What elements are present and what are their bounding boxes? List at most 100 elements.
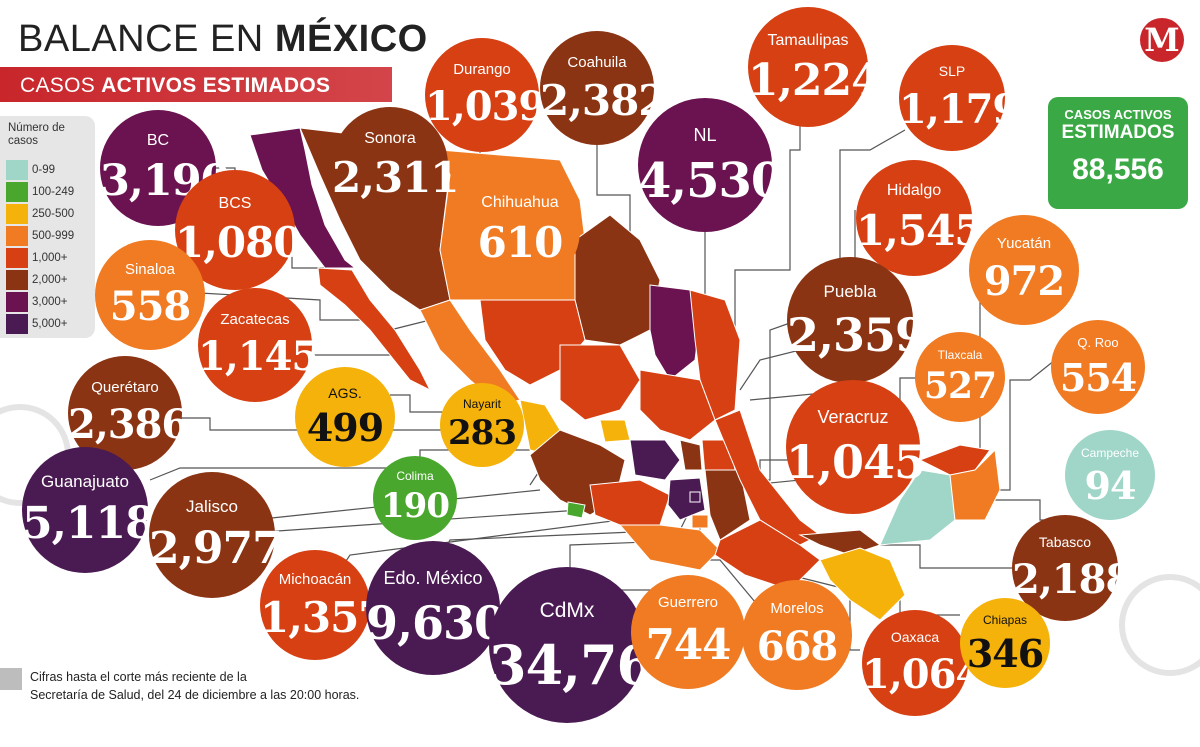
legend-label: 100-249 bbox=[32, 186, 75, 198]
state-name: Coahuila bbox=[567, 54, 627, 71]
state-value: 1,357 bbox=[260, 593, 388, 642]
legend-item: 500-999 bbox=[6, 226, 91, 246]
state-bubble: Yucatán 972 bbox=[969, 215, 1079, 325]
state-oaxaca bbox=[714, 519, 821, 591]
state-bubble: Hidalgo 1,545 bbox=[856, 160, 984, 276]
state-bubble: Veracruz 1,045 bbox=[786, 380, 926, 514]
footnote-line-1: Cifras hasta el corte más reciente de la bbox=[30, 670, 247, 684]
state-bubble: Colima 190 bbox=[373, 456, 457, 540]
legend-item: 1,000+ bbox=[6, 248, 91, 268]
state-bubble: CdMx 34,762 bbox=[489, 567, 691, 723]
legend-swatch bbox=[6, 314, 28, 334]
state-name: Michoacán bbox=[278, 571, 352, 588]
page-subtitle: CASOS ACTIVOS ESTIMADOS bbox=[20, 74, 331, 97]
total-label-1: CASOS ACTIVOS bbox=[1064, 107, 1172, 122]
state-bubble: Tamaulipas 1,224 bbox=[748, 7, 882, 127]
logo-letter: M bbox=[1144, 21, 1180, 59]
state-value: 9,630 bbox=[366, 596, 506, 650]
legend-label: 250-500 bbox=[32, 208, 75, 220]
state-name: Edo. México bbox=[383, 568, 483, 588]
legend-swatch bbox=[6, 204, 28, 224]
state-value: 668 bbox=[756, 623, 839, 670]
state-name: Colima bbox=[396, 469, 434, 483]
state-value: 2,311 bbox=[332, 153, 460, 202]
legend-item: 250-500 bbox=[6, 204, 91, 224]
state-bubble: Tabasco 2,188 bbox=[1012, 515, 1133, 621]
legend-item: 2,000+ bbox=[6, 270, 91, 290]
state-ags bbox=[599, 419, 631, 443]
state-bubble: SLP 1,179 bbox=[899, 45, 1020, 151]
state-name: NL bbox=[693, 125, 717, 145]
legend-label: 500-999 bbox=[32, 230, 75, 242]
state-value: 94 bbox=[1084, 463, 1137, 508]
state-name: Sinaloa bbox=[124, 261, 176, 278]
state-value: 527 bbox=[923, 365, 997, 407]
state-bubble: Chiapas 346 bbox=[960, 598, 1050, 688]
state-name: Zacatecas bbox=[220, 311, 290, 328]
legend-label: 0-99 bbox=[32, 164, 56, 176]
legend-item: 100-249 bbox=[6, 182, 91, 202]
total-value: 88,556 bbox=[1072, 153, 1164, 186]
legend-label: 2,000+ bbox=[32, 274, 68, 286]
state-name: Guanajuato bbox=[41, 472, 129, 491]
state-value: 554 bbox=[1059, 355, 1137, 400]
state-value: 558 bbox=[109, 283, 192, 330]
state-bubble: Sinaloa 558 bbox=[95, 240, 205, 350]
state-name: Puebla bbox=[823, 282, 877, 301]
state-name: Tabasco bbox=[1038, 534, 1092, 550]
state-name: Tamaulipas bbox=[767, 32, 849, 49]
legend-item: 0-99 bbox=[6, 160, 91, 180]
footnote-marker bbox=[0, 668, 22, 690]
state-bubble: AGS. 499 bbox=[295, 367, 395, 467]
state-value: 2,188 bbox=[1012, 556, 1133, 603]
state-value: 4,530 bbox=[638, 153, 784, 209]
state-name: AGS. bbox=[328, 385, 362, 401]
state-durango bbox=[479, 299, 586, 386]
state-bubble: Morelos 668 bbox=[742, 580, 852, 690]
state-bubble: Durango 1,039 bbox=[425, 38, 546, 152]
state-value: 1,224 bbox=[748, 55, 882, 106]
state-value: 2,977 bbox=[149, 523, 283, 574]
total-card: CASOS ACTIVOS ESTIMADOS 88,556 bbox=[1048, 97, 1188, 209]
state-value: 744 bbox=[645, 620, 732, 669]
footnote: Cifras hasta el corte más reciente de la… bbox=[30, 668, 390, 704]
state-bubble: Jalisco 2,977 bbox=[149, 472, 283, 598]
state-bubble: Michoacán 1,357 bbox=[260, 550, 388, 660]
state-queretaro bbox=[679, 439, 703, 471]
state-name: Tlaxcala bbox=[937, 348, 983, 362]
state-value: 610 bbox=[477, 218, 564, 267]
state-guanajuato bbox=[629, 439, 681, 481]
state-value: 1,045 bbox=[786, 435, 926, 489]
state-name: Morelos bbox=[770, 600, 824, 617]
state-value: 5,118 bbox=[22, 498, 156, 549]
state-bubble: Edo. México 9,630 bbox=[366, 541, 506, 675]
state-name: Chihuahua bbox=[481, 194, 559, 211]
state-value: 1,080 bbox=[175, 218, 303, 267]
state-bubble: Coahuila 2,382 bbox=[540, 31, 668, 145]
state-value: 190 bbox=[381, 486, 450, 526]
state-guerrero bbox=[618, 524, 721, 571]
state-name: Q. Roo bbox=[1077, 335, 1119, 350]
legend-title: Número de casos bbox=[8, 122, 65, 147]
state-baja-california-sur bbox=[317, 267, 432, 392]
state-morelos bbox=[691, 514, 709, 529]
state-value: 972 bbox=[983, 258, 1066, 305]
state-name: SLP bbox=[938, 63, 966, 79]
state-bubble: Guanajuato 5,118 bbox=[22, 447, 156, 573]
state-name: Campeche bbox=[1080, 446, 1140, 460]
state-bubble: Nayarit 283 bbox=[440, 383, 524, 467]
state-name: Jalisco bbox=[186, 497, 238, 516]
state-bubble: Puebla 2,359 bbox=[787, 257, 927, 383]
state-value: 34,762 bbox=[489, 633, 691, 697]
state-name: Guerrero bbox=[657, 594, 719, 611]
state-bubble: Q. Roo 554 bbox=[1051, 320, 1145, 414]
state-tamaulipas bbox=[689, 289, 741, 421]
state-yucatan bbox=[918, 444, 991, 476]
legend-label: 5,000+ bbox=[32, 318, 68, 330]
state-bubble: Oaxaca 1,064 bbox=[862, 610, 983, 716]
state-name: Oaxaca bbox=[890, 629, 940, 645]
state-value: 2,382 bbox=[540, 76, 668, 125]
legend-swatch bbox=[6, 248, 28, 268]
state-value: 1,179 bbox=[899, 86, 1020, 133]
state-bubble: Sonora 2,311 bbox=[332, 107, 460, 223]
